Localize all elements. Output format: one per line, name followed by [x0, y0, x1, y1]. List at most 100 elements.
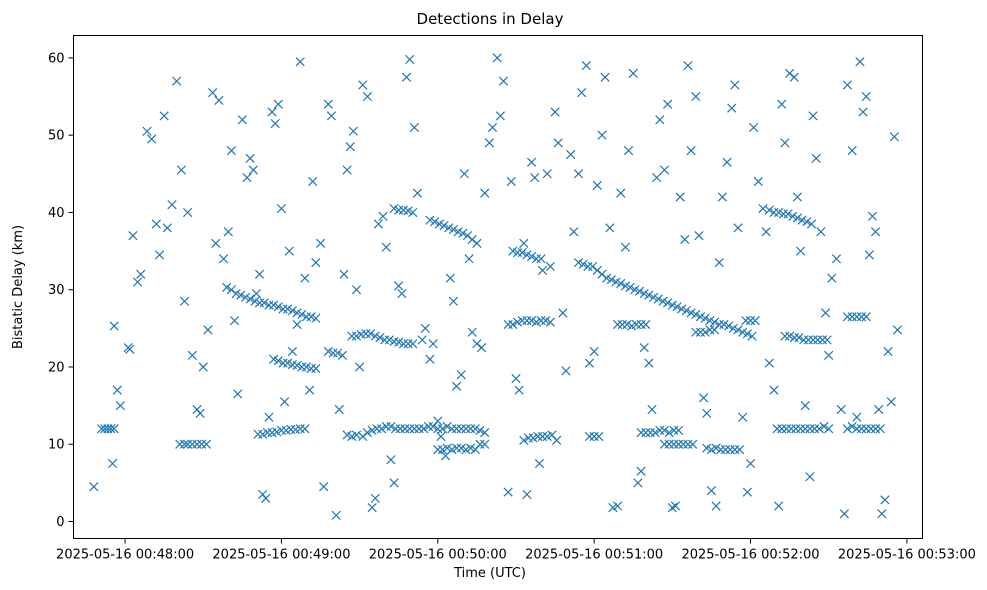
data-point	[439, 220, 449, 231]
data-point	[741, 315, 751, 326]
data-point	[870, 424, 881, 434]
data-point	[803, 335, 813, 345]
marker-layer	[89, 53, 903, 520]
data-point	[142, 126, 152, 136]
data-point	[569, 227, 579, 237]
data-point	[714, 258, 724, 268]
data-point	[308, 176, 318, 187]
y-tick-label: 50	[48, 129, 65, 144]
data-point	[109, 424, 119, 434]
data-point	[806, 219, 817, 229]
plot-frame	[73, 35, 923, 539]
data-point	[430, 217, 440, 227]
data-point	[412, 188, 423, 198]
data-point	[842, 424, 853, 434]
data-point	[695, 327, 706, 337]
data-point	[686, 146, 696, 156]
data-point	[197, 439, 207, 449]
data-point	[301, 312, 312, 322]
data-point	[681, 305, 692, 316]
data-point	[861, 424, 871, 434]
data-point	[758, 203, 768, 214]
data-point	[297, 309, 307, 320]
data-point	[295, 57, 305, 67]
data-point	[242, 173, 252, 183]
data-point	[875, 424, 885, 434]
data-point	[175, 439, 185, 449]
data-point	[334, 404, 344, 415]
data-point	[780, 331, 790, 341]
data-point	[273, 302, 283, 312]
data-point	[503, 487, 513, 497]
data-point	[451, 424, 462, 434]
data-point	[573, 169, 584, 179]
data-point	[162, 223, 172, 233]
data-point	[822, 335, 832, 345]
data-point	[203, 325, 213, 335]
data-point	[777, 99, 787, 109]
data-point	[323, 99, 333, 109]
data-point	[440, 451, 451, 461]
data-point	[545, 317, 556, 327]
data-point	[395, 424, 405, 434]
data-point	[236, 290, 246, 300]
y-tick-label: 40	[48, 206, 65, 221]
data-point	[774, 501, 784, 511]
data-point	[292, 319, 302, 330]
data-point	[645, 428, 656, 438]
data-point	[652, 173, 662, 183]
data-point	[694, 230, 704, 241]
data-point	[456, 370, 466, 380]
data-point	[612, 501, 623, 511]
data-point	[877, 509, 887, 519]
data-point	[278, 304, 288, 314]
data-point	[264, 412, 274, 422]
data-point	[634, 286, 645, 296]
data-point	[159, 111, 169, 121]
data-point	[472, 238, 482, 248]
data-point	[688, 439, 698, 449]
data-point	[498, 76, 509, 86]
data-point	[534, 458, 545, 469]
data-point	[716, 445, 726, 455]
data-point	[858, 107, 868, 117]
data-point	[856, 312, 867, 322]
data-point	[362, 428, 373, 438]
data-point	[617, 319, 627, 330]
data-point	[514, 385, 524, 395]
data-point	[405, 424, 415, 434]
data-point	[725, 445, 735, 455]
data-point	[409, 122, 419, 133]
data-point	[628, 68, 638, 78]
data-point	[733, 223, 743, 233]
data-point	[347, 331, 357, 341]
data-point	[747, 331, 757, 341]
data-point	[192, 439, 202, 449]
data-point	[125, 344, 135, 354]
data-point	[727, 103, 737, 113]
data-point	[339, 269, 349, 279]
data-point	[864, 250, 874, 260]
data-point	[436, 431, 446, 442]
data-point	[536, 254, 546, 264]
data-point	[847, 421, 857, 432]
data-point	[279, 397, 290, 407]
data-point	[167, 200, 177, 210]
data-point	[717, 192, 727, 202]
data-point	[351, 430, 362, 440]
y-tick-label: 60	[48, 51, 65, 66]
data-point	[678, 439, 688, 449]
data-point	[251, 288, 262, 299]
data-point	[386, 421, 396, 432]
data-point	[605, 223, 615, 233]
data-point	[558, 308, 568, 318]
data-point	[778, 209, 788, 219]
data-point	[172, 76, 182, 86]
data-point	[639, 343, 649, 353]
data-point	[89, 482, 99, 492]
data-point	[620, 242, 631, 252]
data-point	[132, 277, 143, 287]
data-point	[808, 335, 818, 345]
data-point	[584, 431, 595, 442]
data-point	[458, 228, 468, 238]
